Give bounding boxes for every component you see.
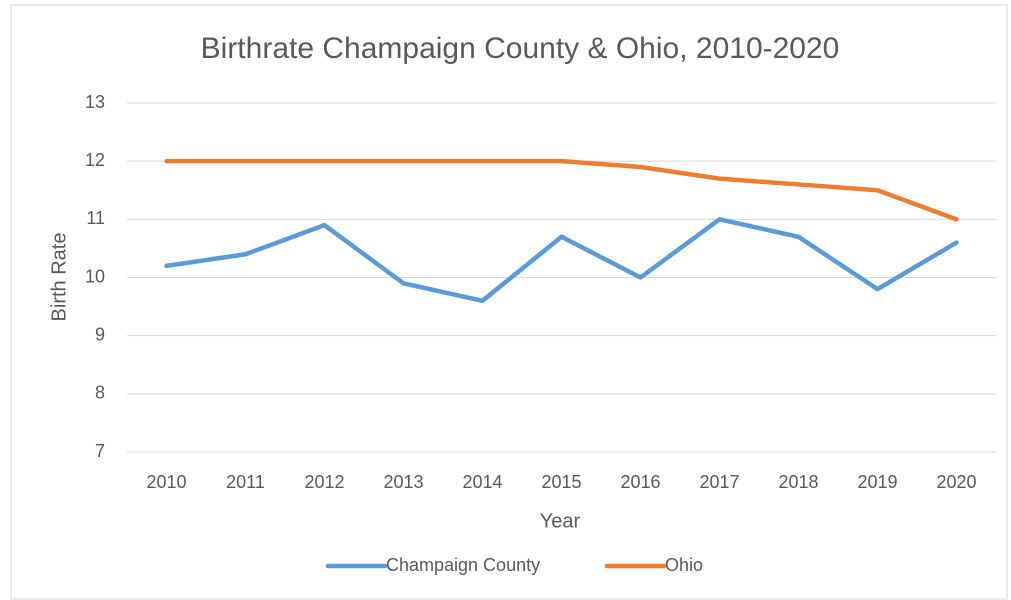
x-tick-label: 2019 [857, 472, 897, 492]
x-tick-label: 2014 [462, 472, 502, 492]
x-tick-label: 2011 [226, 472, 265, 492]
x-tick-label: 2016 [620, 472, 660, 492]
x-tick-label: 2010 [146, 472, 186, 492]
x-tick-label: 2020 [936, 472, 976, 492]
chart-title: Birthrate Champaign County & Ohio, 2010-… [201, 32, 840, 65]
y-tick-label: 10 [85, 266, 105, 286]
y-tick-label: 8 [95, 383, 105, 403]
x-tick-label: 2015 [541, 472, 581, 492]
y-tick-label: 13 [85, 92, 105, 112]
y-tick-label: 12 [85, 150, 105, 170]
series-line [164, 158, 959, 222]
legend-label: Ohio [665, 555, 703, 575]
y-tick-label: 9 [95, 324, 105, 344]
x-tick-label: 2012 [304, 472, 344, 492]
x-tick-label: 2013 [383, 472, 423, 492]
y-tick-label: 11 [86, 208, 105, 228]
chart-border [10, 4, 1008, 600]
series-line [164, 217, 959, 304]
y-tick-label: 7 [95, 441, 105, 461]
x-axis-label: Year [540, 510, 581, 532]
x-tick-label: 2017 [699, 472, 739, 492]
legend-label: Champaign County [386, 555, 540, 575]
x-tick-label: 2018 [778, 472, 818, 492]
y-axis-label: Birth Rate [48, 233, 70, 322]
